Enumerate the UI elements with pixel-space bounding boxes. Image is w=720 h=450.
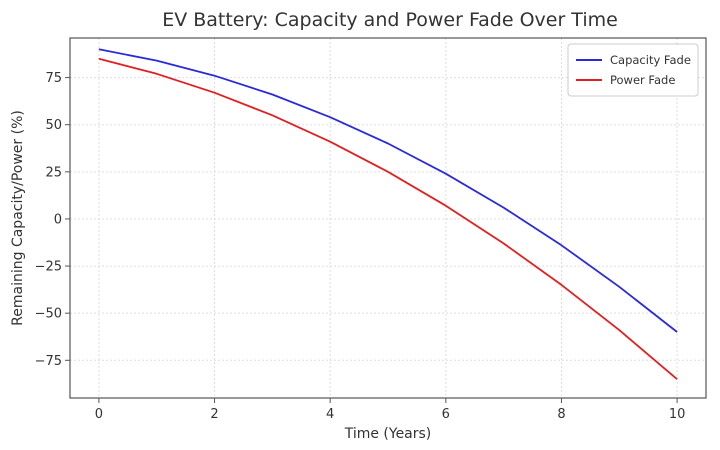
y-tick-label: 0 bbox=[54, 212, 62, 227]
grid-lines bbox=[70, 38, 706, 398]
y-tick-label: −25 bbox=[35, 260, 62, 275]
y-tick-label: 50 bbox=[45, 118, 62, 133]
y-tick-label: 75 bbox=[45, 71, 62, 86]
x-tick-label: 0 bbox=[95, 407, 103, 422]
legend-box bbox=[567, 43, 699, 97]
x-tick-label: 4 bbox=[326, 407, 334, 422]
y-tick-label: −50 bbox=[35, 307, 62, 322]
x-tick-label: 2 bbox=[210, 407, 218, 422]
x-tick-label: 10 bbox=[669, 407, 686, 422]
x-tick-label: 8 bbox=[557, 407, 565, 422]
legend-label: Capacity Fade bbox=[610, 53, 691, 67]
x-axis-label: Time (Years) bbox=[344, 426, 432, 442]
y-tick-label: 25 bbox=[45, 165, 62, 180]
y-axis-label: Remaining Capacity/Power (%) bbox=[10, 110, 26, 326]
series-line-1 bbox=[98, 48, 678, 333]
legend-label: Power Fade bbox=[610, 73, 675, 87]
legend: Capacity Fade Power Fade bbox=[567, 43, 699, 97]
series-line-2 bbox=[98, 57, 678, 380]
chart-title: EV Battery: Capacity and Power Fade Over… bbox=[162, 9, 618, 31]
axis-ticks: 0 2 4 6 8 10 −75 −50 −25 0 25 50 75 bbox=[35, 71, 686, 422]
x-tick-label: 6 bbox=[442, 407, 450, 422]
series-layer bbox=[98, 48, 678, 380]
plot-frame bbox=[69, 37, 707, 399]
y-tick-label: −75 bbox=[35, 354, 62, 369]
